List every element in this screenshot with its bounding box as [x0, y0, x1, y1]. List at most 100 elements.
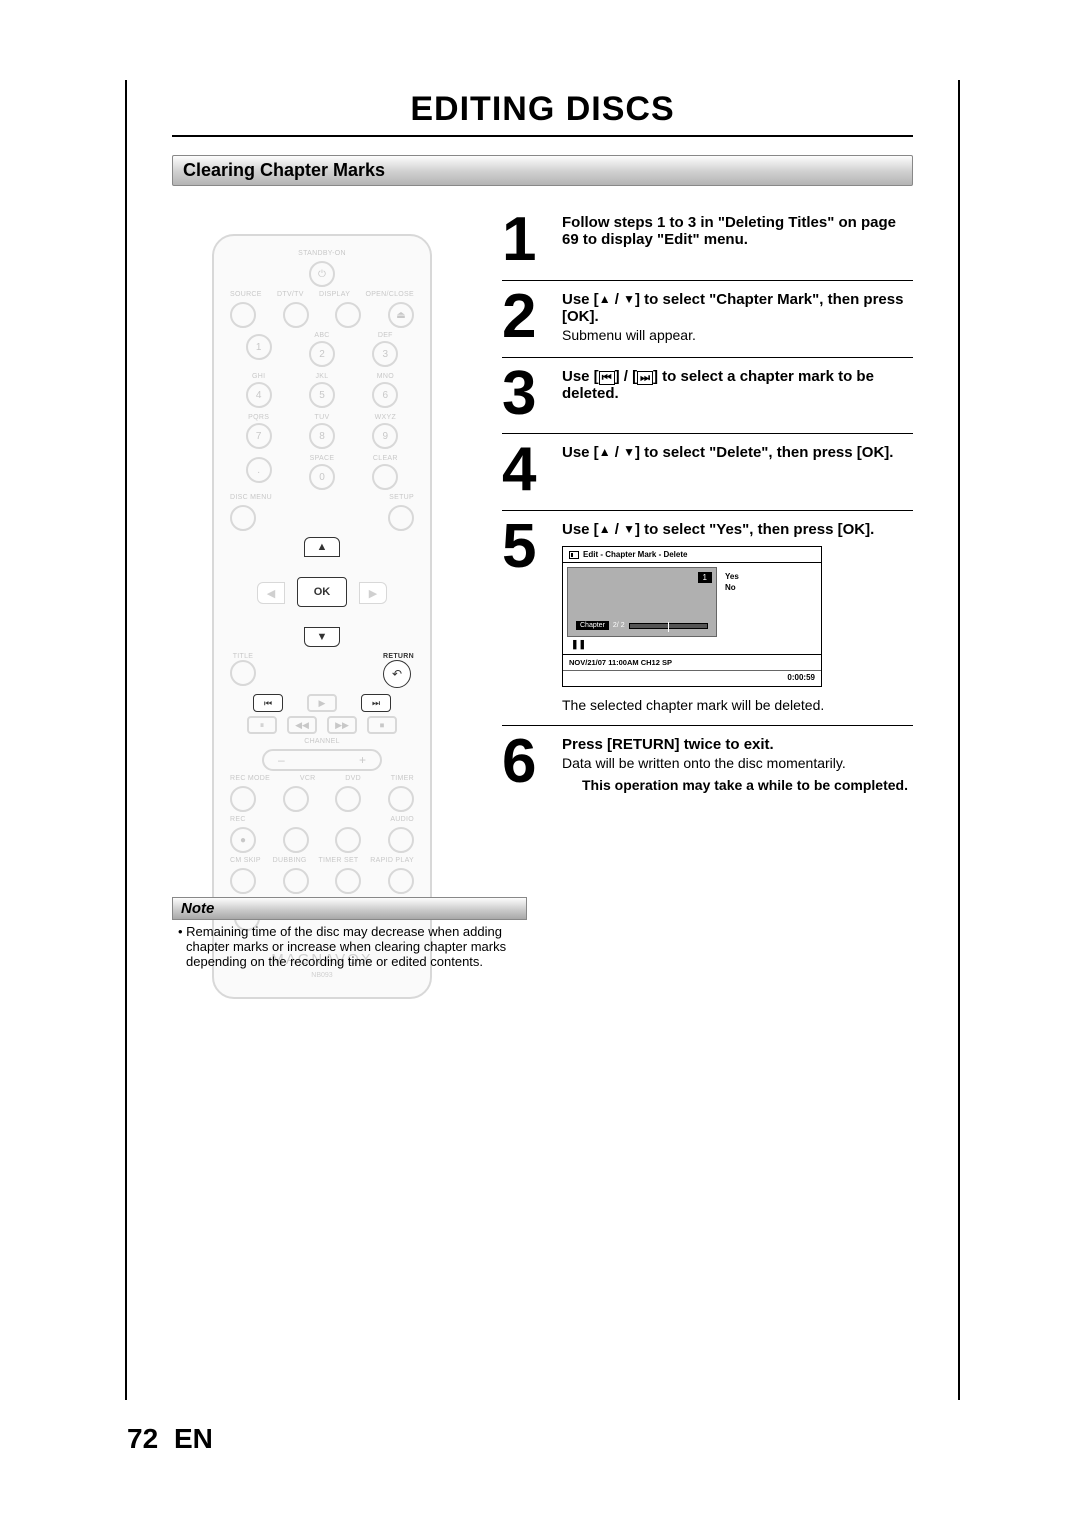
osd-no: No — [723, 582, 817, 593]
up-button: ▲ — [304, 537, 340, 557]
osd-title-text: Edit - Chapter Mark - Delete — [583, 550, 687, 559]
rew-button: ◀◀ — [287, 716, 317, 734]
kl5: MNO — [377, 373, 394, 380]
kl4: JKL — [316, 373, 329, 380]
manual-page: EDITING DISCS Clearing Chapter Marks STA… — [125, 80, 960, 1400]
standby-icon: ⏻ — [309, 261, 335, 287]
step-6: 6 Press [RETURN] twice to exit. Data wil… — [502, 726, 913, 805]
ml11: VCR — [300, 775, 316, 782]
key-8: 8 — [309, 423, 335, 449]
key-1: 1 — [246, 334, 272, 360]
kl10: SPACE — [310, 455, 335, 462]
osd-yes: Yes — [723, 571, 817, 582]
kl8: WXYZ — [375, 414, 396, 421]
step-5-number: 5 — [502, 519, 562, 713]
osd-pause-icon: ❚❚ — [563, 639, 821, 654]
timerset-btn — [335, 868, 361, 894]
right-column: 1 Follow steps 1 to 3 in "Deleting Title… — [502, 204, 913, 999]
right-button: ▶ — [359, 582, 387, 604]
note-header: Note — [172, 897, 527, 920]
page-language: EN — [174, 1423, 213, 1454]
ml13: TIMER — [391, 775, 414, 782]
step-1-text: Follow steps 1 to 3 in "Deleting Titles"… — [562, 214, 896, 248]
osd-time: 0:00:59 — [563, 670, 821, 686]
dtv-button — [283, 302, 309, 328]
stop-button: ⏹ — [367, 716, 397, 734]
channel-rocker: – + — [262, 749, 382, 771]
osd-preview: 1 Chapter 2/ 2 — [567, 567, 717, 637]
display-button — [335, 302, 361, 328]
dub-btn — [283, 868, 309, 894]
step-3-text: Use [⏮] / [⏭] to select a chapter mark t… — [562, 368, 874, 402]
left-button: ◀ — [257, 582, 285, 604]
osd-chapter-count: 2/ 2 — [613, 622, 625, 629]
ml10: REC MODE — [230, 775, 270, 782]
step-6-number: 6 — [502, 734, 562, 793]
note-body: Remaining time of the disc may decrease … — [172, 920, 527, 969]
down-button: ▼ — [304, 627, 340, 647]
page-title: EDITING DISCS — [172, 90, 913, 137]
step-6-warning: This operation may take a while to be co… — [562, 777, 913, 793]
rec-btn: ● — [230, 827, 256, 853]
keypad: 1 ABC2 DEF3 GHI4 JKL5 MNO6 PQRS7 TUV8 WX… — [234, 332, 410, 490]
open-button: ⏏ — [388, 302, 414, 328]
kl1: ABC — [314, 332, 329, 339]
display-label: DISPLAY — [319, 291, 350, 298]
key-dot: . — [246, 457, 272, 483]
ff-button: ▶▶ — [327, 716, 357, 734]
audio-btn — [388, 827, 414, 853]
source-button — [230, 302, 256, 328]
key-6: 6 — [372, 382, 398, 408]
vcr-btn — [283, 786, 309, 812]
return-button: ↶ — [383, 660, 411, 688]
ch-minus: – — [278, 753, 285, 767]
key-2: 2 — [309, 341, 335, 367]
step-3-number: 3 — [502, 366, 562, 422]
kl6: PQRS — [248, 414, 269, 421]
step-1-number: 1 — [502, 212, 562, 268]
osd-badge: 1 — [698, 572, 712, 583]
kl7: TUV — [315, 414, 330, 421]
disc-menu-button — [230, 505, 256, 531]
ml12: DVD — [345, 775, 361, 782]
step-5: 5 Use [▲ / ▼] to select "Yes", then pres… — [502, 511, 913, 726]
osd-footer: NOV/21/07 11:00AM CH12 SP — [563, 654, 821, 670]
content-columns: STANDBY-ON ⏻ SOURCE DTV/TV DISPLAY OPEN/… — [172, 204, 913, 999]
ch-plus: + — [359, 753, 366, 767]
skip-back-button: ⏮ — [253, 694, 283, 712]
osd-footer-text: NOV/21/07 11:00AM CH12 SP — [569, 658, 672, 667]
open-label: OPEN/CLOSE — [365, 291, 414, 298]
pause-button: ⏸ — [247, 716, 277, 734]
channel-label: CHANNEL — [224, 738, 420, 745]
kl11: CLEAR — [373, 455, 398, 462]
key-7: 7 — [246, 423, 272, 449]
b3 — [335, 827, 361, 853]
return-label: RETURN — [383, 653, 414, 660]
setup-button — [388, 505, 414, 531]
step-2: 2 Use [▲ / ▼] to select "Chapter Mark", … — [502, 281, 913, 358]
key-9: 9 — [372, 423, 398, 449]
step-4-number: 4 — [502, 442, 562, 498]
step-4: 4 Use [▲ / ▼] to select "Delete", then p… — [502, 434, 913, 511]
ml23: AUDIO — [390, 816, 414, 823]
page-footer: 72 EN — [127, 1423, 213, 1455]
dtv-label: DTV/TV — [277, 291, 304, 298]
section-header: Clearing Chapter Marks — [172, 155, 913, 186]
step-6-text: Press [RETURN] twice to exit. — [562, 736, 774, 753]
ml30: CM SKIP — [230, 857, 261, 864]
step-2-number: 2 — [502, 289, 562, 345]
left-column: STANDBY-ON ⏻ SOURCE DTV/TV DISPLAY OPEN/… — [172, 204, 472, 999]
osd-chapter-label: Chapter — [576, 621, 609, 630]
note-item: Remaining time of the disc may decrease … — [186, 924, 525, 969]
osd-chapter-bar: Chapter 2/ 2 — [576, 621, 708, 630]
title-button — [230, 660, 256, 686]
dvd-btn — [335, 786, 361, 812]
key-4: 4 — [246, 382, 272, 408]
step-4-text: Use [▲ / ▼] to select "Delete", then pre… — [562, 444, 893, 461]
step-2-sub: Submenu will appear. — [562, 327, 913, 343]
title-label: TITLE — [230, 653, 256, 660]
ml33: RAPID PLAY — [370, 857, 414, 864]
note-box: Note Remaining time of the disc may decr… — [172, 897, 527, 969]
step-5-after: The selected chapter mark will be delete… — [562, 697, 913, 713]
rapid-btn — [388, 868, 414, 894]
